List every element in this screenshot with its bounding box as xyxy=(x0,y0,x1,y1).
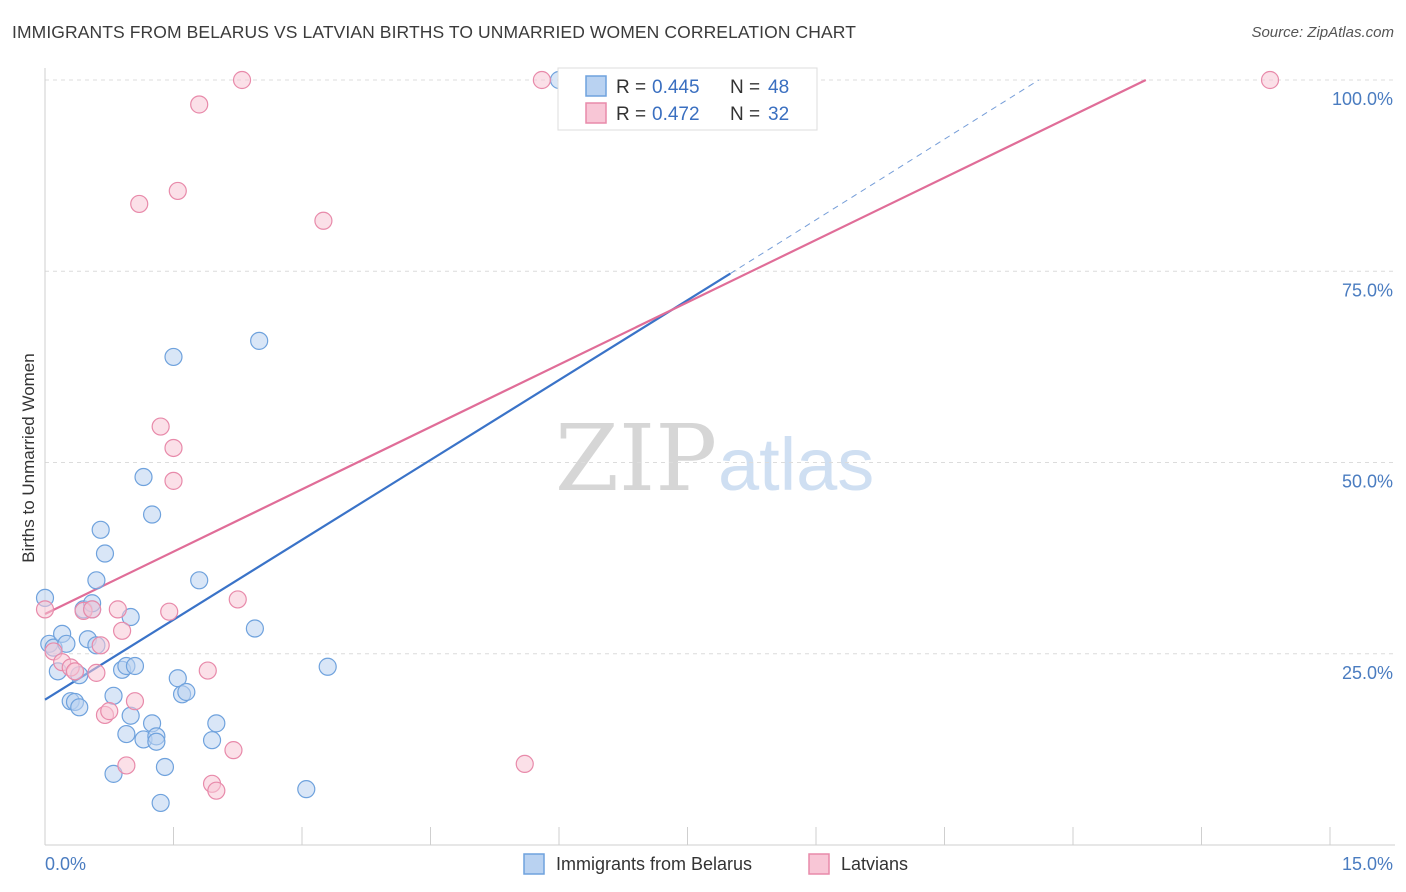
point-belarus xyxy=(142,505,162,524)
watermark-zip: ZIP xyxy=(555,405,717,512)
point-latvians xyxy=(160,602,179,621)
legend-r-label: R = xyxy=(616,104,646,125)
series-label-pink: Latvians xyxy=(841,854,908,874)
point-belarus xyxy=(164,347,183,367)
point-latvians xyxy=(117,756,136,775)
point-latvians xyxy=(100,702,119,721)
point-latvians xyxy=(125,692,145,711)
series-label-blue: Immigrants from Belarus xyxy=(556,854,752,874)
series-legend: Immigrants from Belarus Latvians xyxy=(523,853,908,875)
watermark-atlas: atlas xyxy=(718,423,874,506)
series-swatch-pink xyxy=(808,853,830,875)
grid-lines xyxy=(45,79,1395,655)
series-swatch-blue xyxy=(523,853,545,875)
correlation-legend: R = 0.445 N = 48 R = 0.472 N = 32 xyxy=(557,67,818,131)
point-belarus xyxy=(190,571,209,590)
point-belarus xyxy=(151,793,170,813)
point-belarus xyxy=(104,764,123,783)
point-belarus xyxy=(91,520,110,539)
x-tick-label-max: 15.0% xyxy=(1342,854,1393,874)
point-belarus xyxy=(207,714,226,733)
point-belarus xyxy=(104,686,123,705)
point-belarus xyxy=(245,619,264,638)
y-tick-label: 25.0% xyxy=(1342,663,1393,683)
point-belarus xyxy=(250,331,269,350)
point-latvians xyxy=(314,211,333,230)
point-latvians xyxy=(198,661,217,680)
trend-line-latvians xyxy=(44,79,1147,615)
point-latvians xyxy=(224,741,243,760)
chart-title: IMMIGRANTS FROM BELARUS VS LATVIAN BIRTH… xyxy=(12,22,857,42)
y-tick-label: 100.0% xyxy=(1332,89,1393,109)
y-axis-title: Births to Unmarried Women xyxy=(19,353,38,562)
point-latvians xyxy=(130,194,149,214)
point-belarus xyxy=(177,682,196,702)
legend-r-value-blue: 0.445 xyxy=(652,77,700,98)
point-latvians xyxy=(515,754,534,774)
point-belarus xyxy=(125,656,145,676)
x-tick-label-min: 0.0% xyxy=(45,854,86,874)
legend-r-label: R = xyxy=(616,77,646,98)
point-latvians xyxy=(35,600,55,619)
trend-lines xyxy=(44,79,1147,701)
point-belarus xyxy=(318,657,337,676)
legend-n-label: N = xyxy=(730,77,760,98)
point-latvians xyxy=(87,663,106,682)
legend-swatch-pink xyxy=(585,102,607,124)
point-latvians xyxy=(168,181,187,201)
point-latvians xyxy=(190,95,209,114)
point-latvians xyxy=(108,600,127,619)
point-belarus xyxy=(147,732,166,751)
point-latvians xyxy=(207,781,226,800)
legend-n-label: N = xyxy=(730,104,760,125)
legend-swatch-blue xyxy=(585,75,607,97)
point-latvians xyxy=(1260,70,1280,90)
point-latvians xyxy=(112,621,132,640)
point-latvians xyxy=(65,662,85,681)
point-belarus xyxy=(202,731,222,750)
y-tick-label: 75.0% xyxy=(1342,280,1393,300)
point-belarus xyxy=(87,571,106,590)
legend-n-value-pink: 32 xyxy=(768,104,789,125)
point-latvians xyxy=(532,70,551,90)
axes xyxy=(44,68,1395,846)
legend-r-value-pink: 0.472 xyxy=(652,104,700,125)
y-tick-label: 50.0% xyxy=(1342,472,1393,492)
point-belarus xyxy=(70,698,89,717)
data-points xyxy=(35,70,1280,813)
tick-labels: 25.0% 50.0% 75.0% 100.0% 0.0% 15.0% xyxy=(45,89,1393,874)
point-belarus xyxy=(155,757,175,777)
trend-line-belarus-extension xyxy=(730,79,1039,274)
point-belarus xyxy=(297,780,316,799)
point-latvians xyxy=(232,70,252,90)
point-latvians xyxy=(164,471,183,490)
point-belarus xyxy=(95,544,115,563)
point-latvians xyxy=(83,600,102,619)
trend-line-belarus xyxy=(44,272,731,701)
point-latvians xyxy=(91,636,110,655)
source-label: Source: ZipAtlas.com xyxy=(1251,24,1394,41)
point-latvians xyxy=(151,417,170,436)
point-belarus xyxy=(134,467,153,487)
point-latvians xyxy=(164,438,183,458)
point-belarus xyxy=(117,724,136,744)
point-latvians xyxy=(228,590,247,609)
legend-n-value-blue: 48 xyxy=(768,77,789,98)
